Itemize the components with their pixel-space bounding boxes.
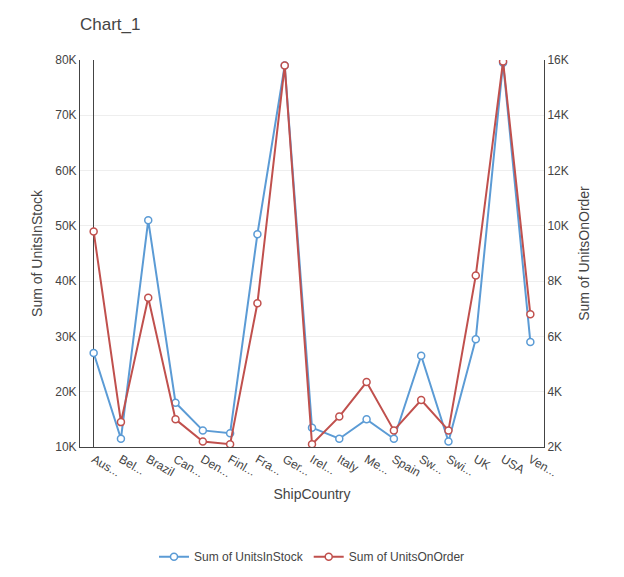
svg-text:20K: 20K	[55, 385, 76, 399]
svg-text:Ger...: Ger...	[280, 452, 312, 479]
svg-text:Sum of UnitsOnOrder: Sum of UnitsOnOrder	[349, 550, 464, 564]
svg-text:Brazil: Brazil	[144, 452, 177, 479]
svg-text:Me...: Me...	[362, 452, 392, 477]
svg-text:6K: 6K	[547, 330, 562, 344]
svg-text:Swi...: Swi...	[444, 452, 476, 479]
svg-text:Den...: Den...	[198, 452, 233, 480]
svg-text:Sum of UnitsOnOrder: Sum of UnitsOnOrder	[576, 186, 592, 321]
svg-text:10K: 10K	[547, 219, 568, 233]
svg-text:Ven...: Ven...	[526, 452, 560, 479]
svg-text:Chart_1: Chart_1	[80, 15, 140, 34]
svg-text:Aus...: Aus...	[89, 452, 123, 479]
svg-text:40K: 40K	[55, 274, 76, 288]
svg-text:50K: 50K	[55, 219, 76, 233]
svg-text:Irel...: Irel...	[308, 452, 338, 477]
svg-text:ShipCountry: ShipCountry	[273, 486, 350, 502]
svg-text:30K: 30K	[55, 330, 76, 344]
svg-text:12K: 12K	[547, 164, 568, 178]
svg-text:UK: UK	[471, 452, 492, 472]
svg-text:Sw...: Sw...	[417, 452, 447, 477]
svg-text:Italy: Italy	[335, 452, 361, 475]
svg-text:10K: 10K	[55, 440, 76, 454]
svg-text:Spain: Spain	[389, 452, 423, 479]
svg-text:8K: 8K	[547, 274, 562, 288]
svg-text:16K: 16K	[547, 53, 568, 67]
svg-text:Sum of UnitsInStock: Sum of UnitsInStock	[29, 189, 45, 317]
svg-text:4K: 4K	[547, 385, 562, 399]
svg-text:Finl...: Finl...	[226, 452, 258, 479]
svg-text:14K: 14K	[547, 108, 568, 122]
svg-text:Bel...: Bel...	[116, 452, 147, 478]
svg-text:Can...: Can...	[171, 452, 206, 480]
svg-text:USA: USA	[499, 452, 527, 476]
svg-text:80K: 80K	[55, 53, 76, 67]
svg-text:2K: 2K	[547, 440, 562, 454]
svg-text:Sum of UnitsInStock: Sum of UnitsInStock	[194, 550, 304, 564]
svg-text:70K: 70K	[55, 108, 76, 122]
svg-text:60K: 60K	[55, 164, 76, 178]
svg-text:Fra...: Fra...	[253, 452, 284, 478]
